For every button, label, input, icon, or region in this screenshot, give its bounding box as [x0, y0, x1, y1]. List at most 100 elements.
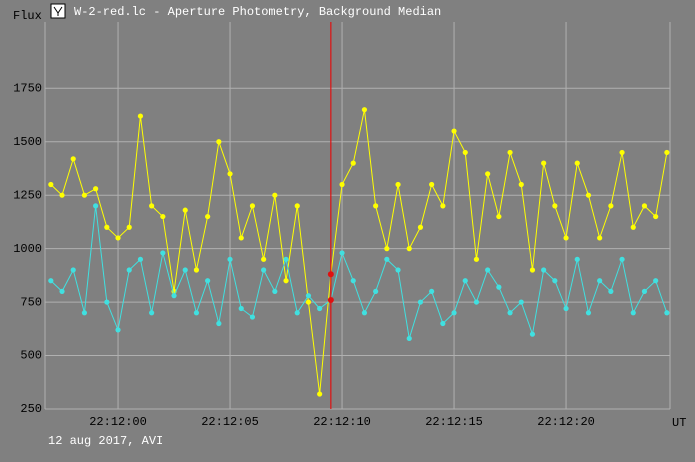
y-axis-label: Flux: [13, 9, 42, 23]
data-point: [440, 320, 446, 327]
data-point: [462, 278, 468, 284]
x-tick-label: 22:12:20: [537, 415, 595, 429]
data-point: [272, 288, 278, 295]
data-point: [608, 203, 614, 209]
data-point: [597, 278, 603, 284]
data-point: [585, 310, 592, 316]
data-point: [496, 284, 502, 290]
data-point: [417, 299, 424, 305]
y-tick-label: 1750: [13, 81, 42, 95]
x-tick-label: 22:12:15: [425, 415, 483, 429]
data-point: [395, 181, 401, 188]
y-tick-label: 1250: [13, 188, 42, 202]
data-point: [249, 314, 256, 320]
footer: 12 aug 2017, AVI: [48, 434, 163, 448]
data-point: [585, 192, 592, 198]
data-point: [529, 331, 536, 337]
data-point: [305, 299, 312, 305]
y-tick-label: 750: [20, 295, 42, 309]
data-point: [653, 213, 659, 220]
data-point: [81, 310, 88, 316]
data-point: [160, 250, 166, 256]
data-point: [552, 278, 558, 284]
data-point: [653, 278, 659, 284]
data-point: [182, 207, 188, 213]
data-point: [339, 181, 345, 188]
x-tick-label: 22:12:10: [313, 415, 371, 429]
data-point: [294, 310, 300, 316]
data-point: [406, 246, 412, 252]
data-point: [641, 203, 648, 209]
data-point: [451, 128, 457, 134]
data-point: [70, 267, 76, 273]
data-point: [115, 327, 121, 333]
data-point: [283, 256, 289, 262]
cursor-point: [327, 271, 334, 278]
data-point: [406, 335, 412, 342]
data-point: [574, 256, 580, 262]
data-point: [473, 299, 480, 305]
data-point: [507, 310, 513, 316]
data-point: [597, 235, 603, 241]
y-tick-label: 1500: [13, 135, 42, 149]
data-point: [261, 267, 267, 273]
data-point: [126, 267, 132, 273]
data-point: [619, 149, 625, 156]
data-point: [664, 310, 670, 316]
data-point: [115, 235, 121, 241]
data-point: [473, 256, 480, 262]
data-point: [171, 293, 177, 299]
data-point: [81, 192, 88, 198]
data-point: [59, 192, 65, 198]
data-point: [182, 267, 188, 273]
data-point: [238, 235, 244, 241]
data-point: [249, 203, 256, 209]
cursor-point: [327, 296, 334, 303]
data-point: [126, 224, 132, 230]
data-point: [272, 192, 278, 198]
data-point: [227, 256, 233, 262]
data-point: [485, 267, 491, 273]
data-point: [485, 171, 491, 177]
data-point: [48, 181, 54, 188]
data-point: [541, 160, 547, 166]
data-point: [104, 224, 110, 230]
data-point: [563, 305, 569, 312]
data-point: [529, 267, 536, 273]
data-point: [261, 256, 267, 262]
plot: 250 500 750 1000 1250 1500 1750 22:12:00 22:12:0…: [13, 22, 671, 429]
data-point: [48, 278, 54, 284]
data-point: [216, 320, 222, 327]
series-line: [50, 205, 668, 339]
data-point: [160, 213, 166, 220]
data-point: [137, 113, 144, 119]
data-point: [451, 310, 457, 316]
data-point: [429, 181, 435, 188]
data-point: [496, 213, 502, 220]
y-tick-label: 1000: [13, 242, 42, 256]
data-point: [350, 160, 356, 166]
data-point: [440, 203, 446, 209]
data-point: [630, 310, 636, 316]
data-point: [70, 156, 76, 162]
data-point: [350, 278, 356, 284]
data-point: [373, 203, 379, 209]
data-point: [93, 186, 99, 192]
data-point: [373, 288, 379, 295]
data-point: [193, 267, 200, 273]
data-point: [462, 149, 468, 156]
window-title: W-2-red.lc - Aperture Photometry, Backgr…: [74, 5, 441, 19]
data-point: [216, 139, 222, 145]
y-tick-label: 250: [20, 402, 42, 416]
data-point: [104, 299, 110, 305]
data-point: [384, 246, 390, 252]
data-point: [137, 256, 144, 262]
data-point: [417, 224, 424, 230]
data-point: [238, 305, 244, 312]
data-point: [384, 256, 390, 262]
data-point: [361, 310, 368, 316]
data-point: [608, 288, 614, 295]
data-point: [395, 267, 401, 273]
x-tick-label: 22:12:00: [89, 415, 147, 429]
data-point: [193, 310, 200, 316]
